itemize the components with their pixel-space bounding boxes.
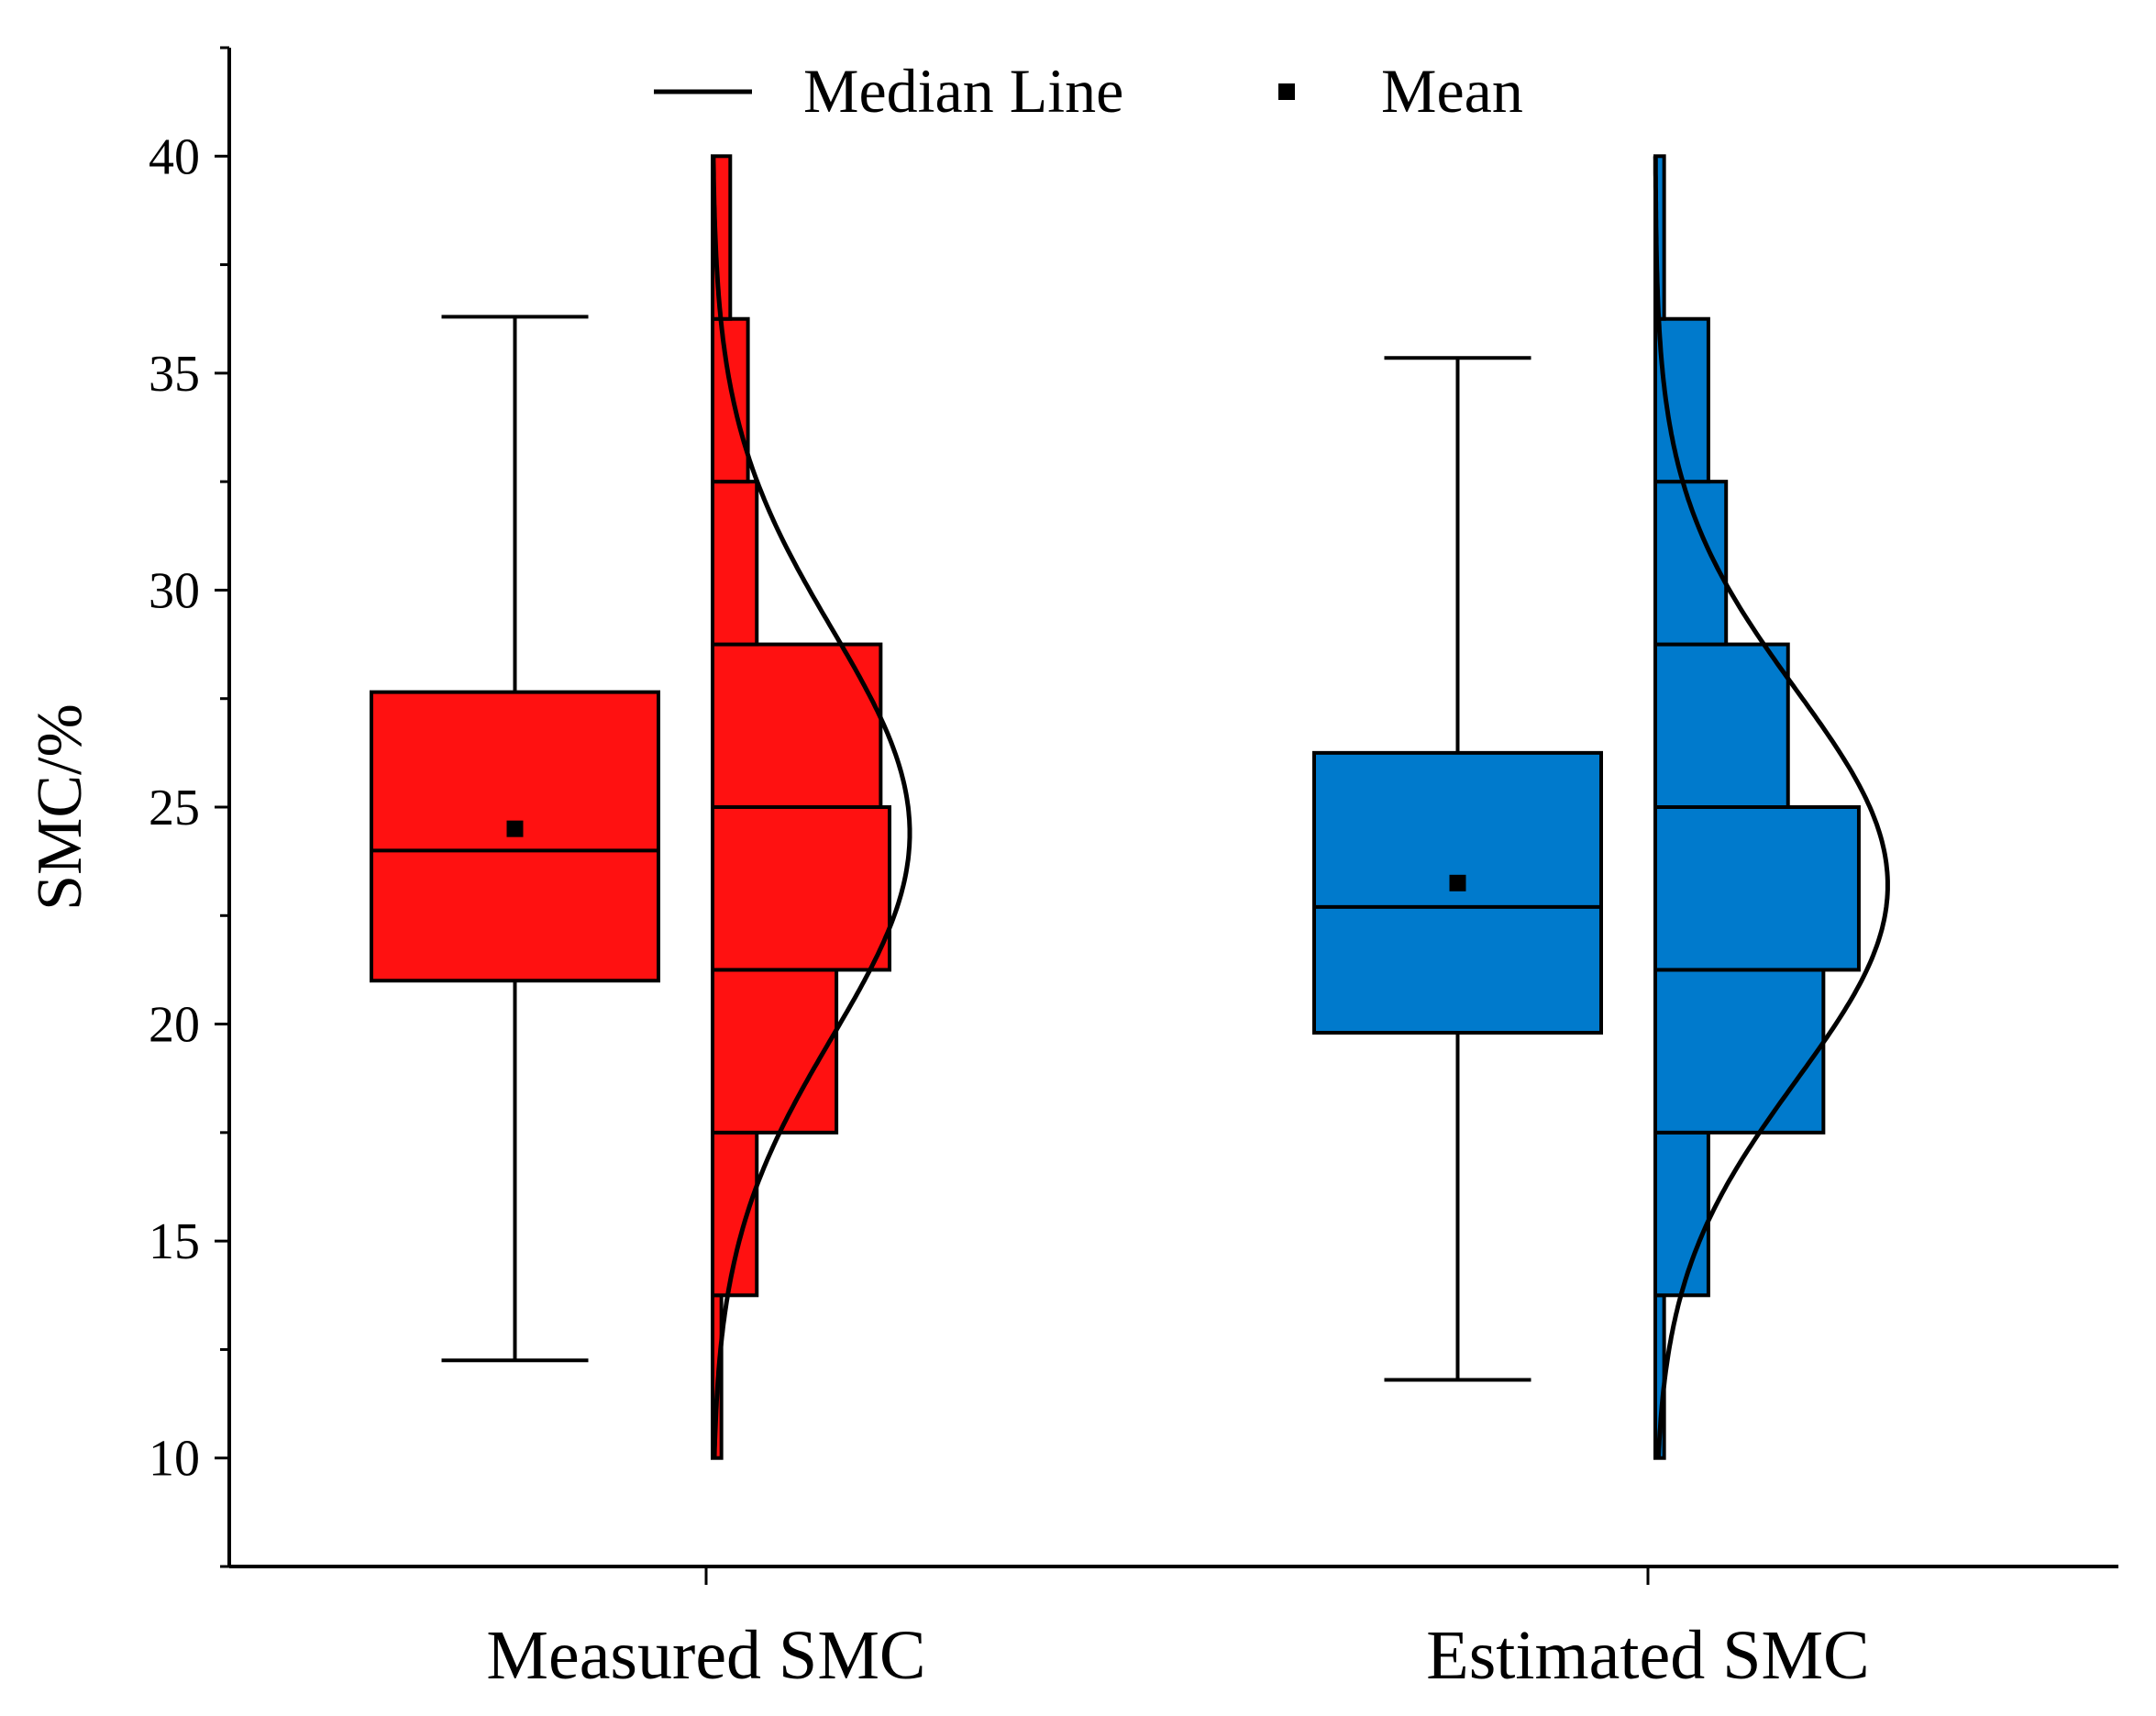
histogram-bar xyxy=(711,642,883,809)
mean-marker xyxy=(1449,874,1466,891)
x-category-label: Measured SMC xyxy=(486,1617,925,1694)
legend-mean-label: Mean xyxy=(1381,56,1523,126)
normal-curve xyxy=(1653,156,1890,1458)
y-tick-label: 10 xyxy=(149,1431,200,1488)
histogram-bar xyxy=(711,480,759,647)
histogram-bar xyxy=(1653,805,1861,972)
y-tick-label: 20 xyxy=(149,997,200,1054)
y-tick-label: 30 xyxy=(149,562,200,619)
normal-curve xyxy=(711,156,912,1458)
y-tick-label: 35 xyxy=(149,346,200,403)
histogram-bar xyxy=(1653,1130,1710,1298)
axes: 10 15 20 25 30 35 40 SMC/% Measured SMC Estimated… xyxy=(25,46,2118,1694)
y-tick-label: 15 xyxy=(149,1213,200,1270)
histogram-bar xyxy=(1653,316,1710,484)
y-tick-label: 25 xyxy=(149,780,200,836)
mean-marker xyxy=(506,820,524,837)
legend: Median Line Mean xyxy=(654,56,1523,126)
histogram-bar xyxy=(711,805,891,972)
x-category-label: Estimated SMC xyxy=(1426,1617,1869,1694)
histogram-bar xyxy=(711,1130,759,1298)
iqr-box xyxy=(1312,750,1603,1035)
legend-median-line-label: Median Line xyxy=(803,56,1123,126)
legend-mean-marker xyxy=(1278,83,1295,100)
histogram-bar xyxy=(711,316,750,484)
y-tick-label: 40 xyxy=(149,128,200,185)
y-axis-title: SMC/% xyxy=(25,703,95,911)
histogram-bar xyxy=(1653,642,1790,809)
marks xyxy=(370,154,1890,1460)
histogram-bar xyxy=(711,968,839,1135)
histogram-bar xyxy=(1653,968,1826,1135)
